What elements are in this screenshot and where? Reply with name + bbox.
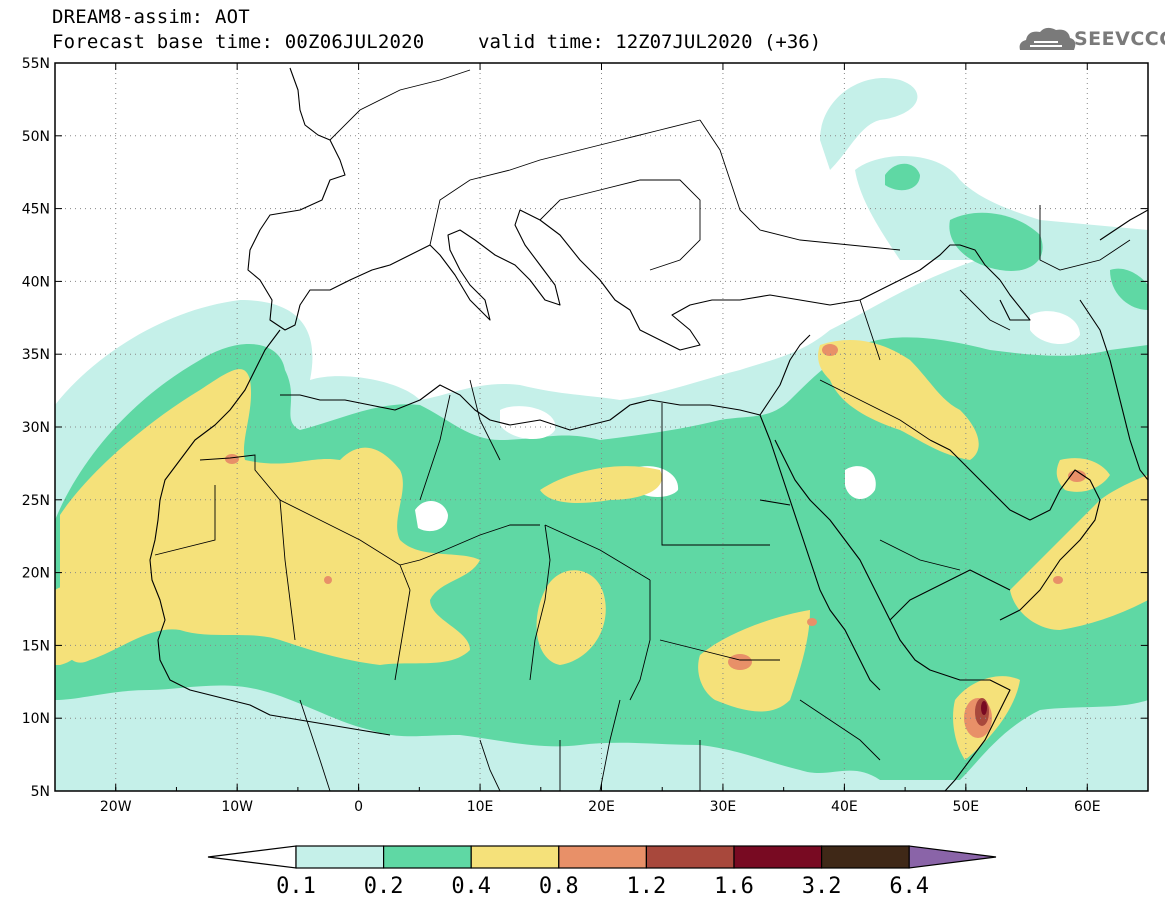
lat-tick-label: 50N (22, 129, 50, 145)
map-area (55, 63, 1148, 791)
country-borders (154, 69, 1131, 791)
forecast-base-time: Forecast base time: 00Z06JUL2020 (52, 31, 425, 53)
colorbar-box (470, 845, 560, 869)
cloud-logo-icon (1019, 27, 1076, 50)
colorbar-label: 1.2 (627, 874, 667, 899)
lon-tick-label: 60E (1074, 799, 1101, 815)
coastlines (149, 67, 1148, 791)
lon-tick-label: 20E (588, 799, 615, 815)
colorbar-box (558, 845, 647, 869)
lat-tick-label: 35N (22, 347, 50, 363)
latitude-axis: 5N 10N 15N 20N 25N 30N 35N 40N 45N 50N 55N (22, 56, 1148, 800)
lat-tick-label: 25N (22, 493, 50, 509)
colorbar-label: 6.4 (889, 874, 929, 899)
map-title: DREAM8-assim: AOT (52, 6, 250, 28)
lon-tick-label: 10W (221, 799, 253, 815)
lat-tick-label: 15N (22, 638, 50, 654)
colorbar-box (733, 845, 823, 869)
aot-band-1.6 (981, 701, 987, 715)
colorbar-label: 1.6 (714, 874, 754, 899)
lon-tick-label: 20W (100, 799, 132, 815)
lat-tick-label: 45N (22, 202, 50, 218)
colorbar-label: 0.8 (539, 874, 579, 899)
lon-tick-label: 30E (710, 799, 737, 815)
colorbar-under-triangle (207, 845, 297, 869)
lat-tick-label: 20N (22, 566, 50, 582)
lat-tick-label: 30N (22, 420, 50, 436)
colorbar-box (383, 845, 472, 869)
lat-tick-label: 5N (31, 784, 50, 800)
lon-tick-label: 10E (467, 799, 494, 815)
valid-time: valid time: 12Z07JUL2020 (+36) (478, 31, 822, 53)
colorbar-label: 3.2 (802, 874, 842, 899)
lat-tick-label: 40N (22, 274, 50, 290)
colorbar-box (295, 845, 385, 869)
longitude-axis: 20W 10W 0 10E 20E 30E 40E 50E 60E (54, 63, 1149, 815)
lat-tick-label: 55N (22, 56, 50, 72)
lon-tick-label: 0 (354, 799, 363, 815)
colorbar-label: 0.1 (276, 874, 316, 899)
logo-text: SEEVCCC (1074, 28, 1165, 50)
colorbar-label: 0.4 (451, 874, 491, 899)
lon-tick-label: 40E (831, 799, 858, 815)
colorbar-over-triangle (908, 845, 997, 869)
colorbar: 0.1 0.2 0.4 0.8 1.2 1.6 3.2 6.4 (207, 845, 997, 899)
colorbar-box (820, 845, 910, 869)
aot-band-0.4 (55, 340, 1148, 760)
lat-tick-label: 10N (22, 711, 50, 727)
lon-tick-label: 50E (952, 799, 979, 815)
colorbar-label: 0.2 (364, 874, 404, 899)
colorbar-box (645, 845, 735, 869)
